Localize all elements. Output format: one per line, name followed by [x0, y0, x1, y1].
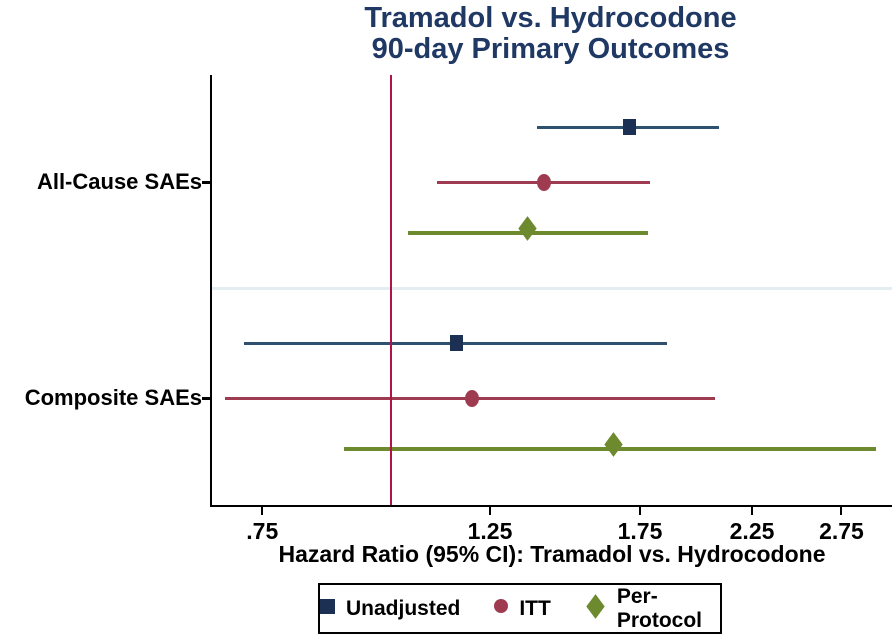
forest-marker-unadjusted [623, 119, 637, 140]
plot-area: .75 1.25 1.75 2.25 2.75 [202, 75, 892, 544]
legend-label-per-protocol: Per-Protocol [616, 584, 703, 632]
legend-label-unadjusted: Unadjusted [346, 596, 461, 620]
diamond-marker-icon [586, 593, 605, 619]
forest-marker-unadjusted [450, 335, 464, 356]
x-axis-tick [638, 505, 641, 515]
square-marker-icon [320, 598, 335, 614]
diamond-marker-icon [604, 432, 623, 458]
legend-item-itt: ITT [494, 597, 551, 621]
x-axis-title: Hazard Ratio (95% CI): Tramadol vs. Hydr… [278, 541, 826, 567]
x-axis-tick-label: 1.25 [467, 518, 513, 544]
circle-marker-icon [536, 173, 551, 191]
per-protocol-diamond-marker-icon [586, 593, 605, 619]
diamond-marker-icon [518, 216, 537, 242]
y-axis-tick [202, 181, 210, 184]
group-separator-line [212, 287, 892, 290]
unadjusted-square-marker-icon [320, 598, 335, 619]
itt-circle-marker-icon [494, 599, 509, 618]
forest-marker-itt [536, 173, 551, 196]
legend-item-unadjusted: Unadjusted [320, 597, 460, 621]
legend: Unadjusted ITT Per-Protocol [318, 583, 722, 634]
x-axis-tick [488, 505, 491, 515]
x-axis-tick [840, 505, 843, 515]
x-axis-tick-label: 1.75 [617, 518, 663, 544]
x-axis-tick-label: .75 [246, 518, 279, 544]
y-axis-label-all-cause-saes: All-Cause SAEs [36, 169, 202, 194]
forest-marker-per-protocol [518, 216, 537, 242]
y-axis-tick [202, 397, 210, 400]
y-axis-label-composite-saes: Composite SAEs [24, 385, 202, 410]
square-marker-icon [450, 335, 464, 351]
forest-marker-per-protocol [604, 432, 623, 458]
forest-marker-itt [464, 389, 479, 412]
circle-marker-icon [494, 599, 509, 613]
x-axis-tick-label: 2.25 [729, 518, 775, 544]
reference-line-hr-1 [389, 75, 392, 505]
x-axis-tick [751, 505, 754, 515]
x-axis-tick-label: 2.75 [819, 518, 864, 544]
legend-label-itt: ITT [519, 596, 551, 620]
circle-marker-icon [464, 389, 479, 407]
chart-title-line2: 90-day Primary Outcomes [371, 33, 730, 65]
legend-item-per-protocol: Per-Protocol [585, 585, 720, 633]
chart-title: Tramadol vs. Hydrocodone 90-day Primary … [210, 3, 891, 65]
chart-title-line1: Tramadol vs. Hydrocodone [364, 2, 737, 34]
x-axis-tick [261, 505, 264, 515]
square-marker-icon [623, 119, 637, 135]
